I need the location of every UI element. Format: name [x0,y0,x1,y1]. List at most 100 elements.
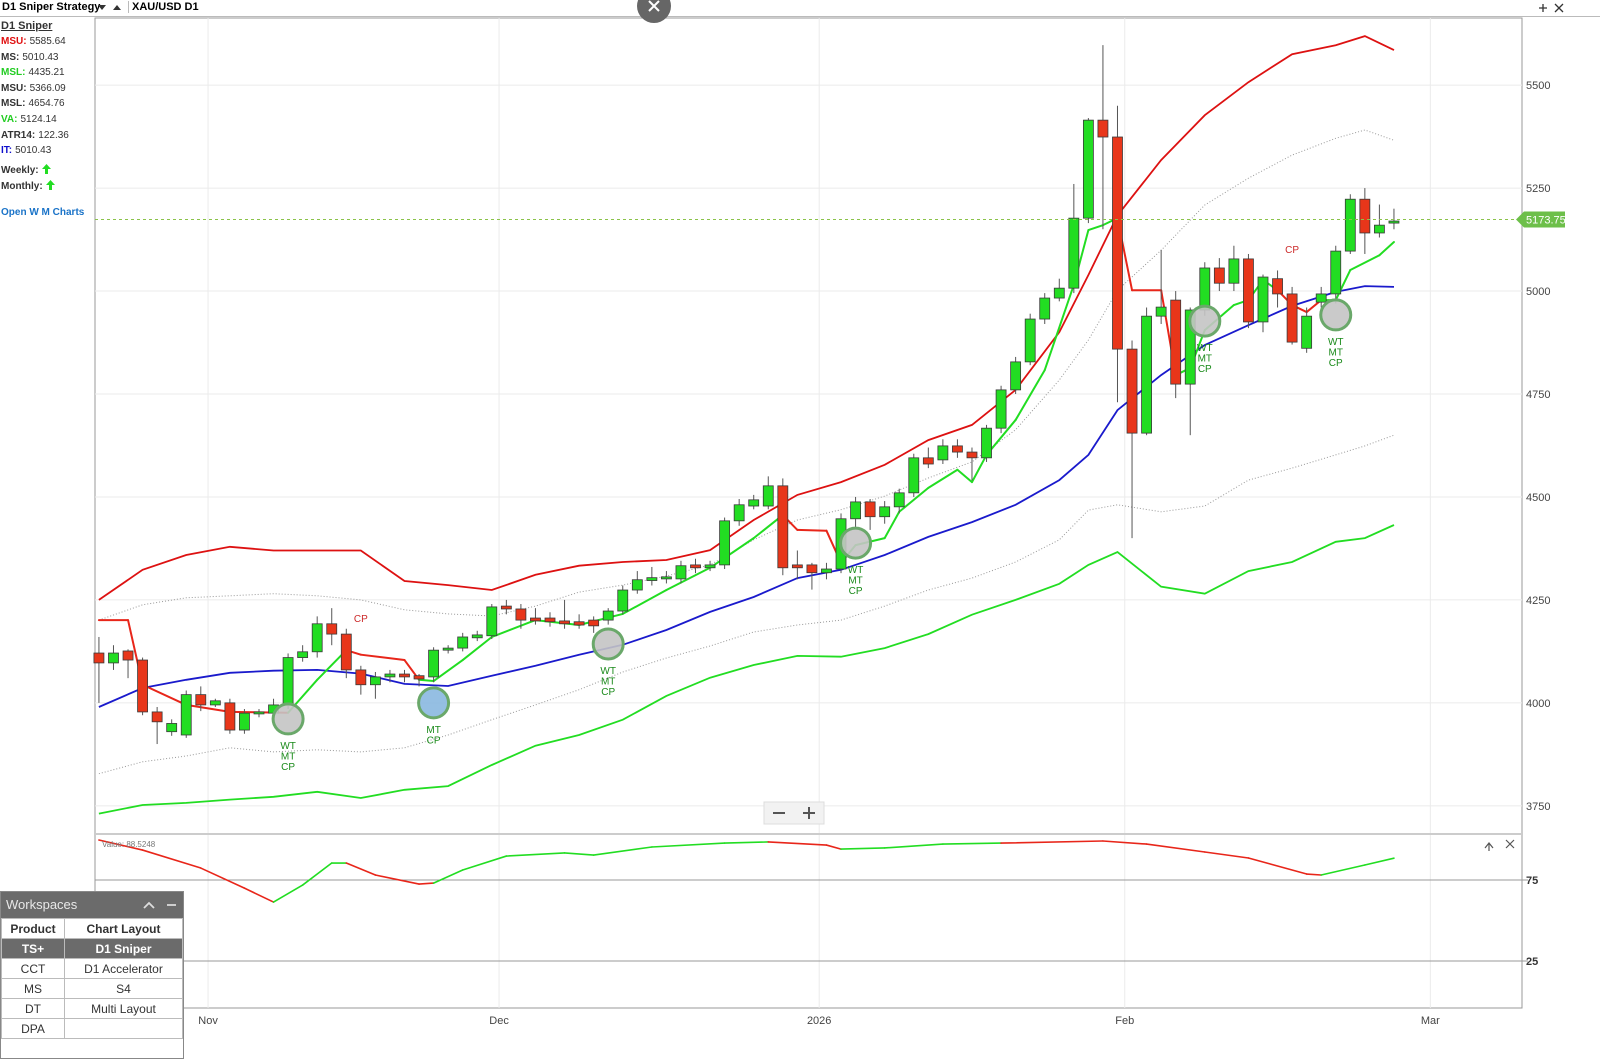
candle-body [355,669,367,686]
indicator-value: 5010.43 [22,51,59,63]
candle-body [922,457,934,465]
indicator-line-segment [883,510,901,540]
oscillator-segment [418,882,435,885]
candle-body [428,649,439,678]
candle-body [1228,258,1240,284]
indicator-value: 5366.09 [29,82,66,94]
indicator: MSU: 5585.64 [1,36,66,47]
y-tick-label: 5500 [1526,80,1550,92]
indicator-line-segment [1349,254,1381,272]
x-tick-label: Nov [198,1015,218,1027]
candle-body [1301,315,1313,349]
indicator-value: 5124.14 [20,114,57,125]
candle-body [369,676,381,686]
candle-body [442,647,454,651]
oscillator-segment [592,846,653,856]
candle-body [253,711,265,715]
y-tick-label: 5250 [1526,183,1550,195]
indicator-line [98,35,1395,601]
candle-body [311,623,323,653]
candle-body [1053,287,1065,299]
oscillator-segment [98,839,144,851]
candle-body [1213,267,1225,284]
oscillator-segment [883,843,944,849]
indicator-label: MSU: [1,36,27,47]
candle-body [326,623,338,635]
workspace-row[interactable]: DPA [1,1018,183,1039]
x-tick-label: Dec [489,1015,509,1027]
indicator: MS: 5010.43 [1,52,59,63]
dropdown-icons[interactable] [97,3,123,13]
candle-body [617,589,629,612]
candle-body [413,675,425,680]
cell: D1 Sniper [64,938,183,959]
candle-body [675,565,687,580]
close-button[interactable] [636,0,672,24]
cell: DPA [1,1018,65,1039]
candle-body [937,445,949,461]
workspace-row[interactable]: MS S4 [1,978,183,999]
candle-body [1039,297,1051,320]
y-tick-label: 75 [1526,875,1538,887]
workspace-row[interactable]: DT Multi Layout [1,998,183,1019]
annotation: CP [1285,245,1299,256]
y-tick-label: 4000 [1526,698,1550,710]
candle-body [544,617,556,623]
candle-body [1068,217,1080,289]
candle-body [893,492,905,508]
signal-label: MT [848,576,862,587]
oscillator-segment [840,847,886,850]
oscillator-segment [1320,864,1366,876]
indicator-label: IT: [1,145,13,157]
candle-body [471,634,483,639]
candle-body [1286,293,1298,343]
candle-body [646,577,658,581]
panel-icons[interactable] [141,899,179,911]
workspace-row[interactable]: TS+ D1 Sniper [1,938,183,959]
candle-body [704,564,716,569]
candle-body [1344,198,1356,252]
workspaces-panel: Workspaces Product Chart Layout TS+ D1 Snip… [0,891,184,1059]
candle-body [952,445,963,453]
signal-marker [1319,298,1353,332]
cell: Multi Layout [64,998,183,1019]
candle-body [1374,224,1385,234]
oscillator-segment [461,855,508,871]
signal-marker [1188,304,1222,338]
cell: DT [1,998,65,1019]
panel-header: Workspaces [1,892,183,918]
indicator-label: MSL: [1,67,26,79]
candle-body [1359,198,1371,234]
indicator-label: VA: [1,114,18,125]
candle-body [239,712,250,731]
signal-label: CP [849,586,863,597]
candle-body [1010,361,1022,391]
candle-body [995,389,1007,429]
indicator: VA: 5124.14 [1,114,57,125]
candle-body [559,620,570,625]
panel-icons[interactable] [1484,839,1515,851]
x-tick-label: Feb [1115,1015,1134,1027]
workspace-row[interactable]: CCT D1 Accelerator [1,958,183,979]
candle-body [806,564,818,574]
window-icons[interactable] [1536,2,1566,14]
candle-body [1330,250,1342,295]
indicator-value: 5010.43 [15,145,52,157]
price-tag-label: 5173.75 [1526,214,1566,226]
column-header: Product [1,918,65,939]
signal-label: WT [1197,343,1213,354]
strategy-name[interactable]: D1 Sniper Strategy [2,1,101,13]
indicator-line-segment [1334,269,1352,302]
candle-body [748,499,760,507]
oscillator-segment [723,841,770,844]
trend-label: Weekly: [1,165,39,176]
candle-body [1082,119,1094,219]
sidebar-title: D1 Sniper [1,20,53,32]
indicator-line [98,129,1395,621]
indicator-line-segment [185,703,231,713]
indicator-line-segment [432,659,464,683]
oscillator-segment [563,852,595,856]
indicator-line-segment [534,619,581,627]
link[interactable]: Open W M Charts [1,207,85,218]
signal-label: WT [848,565,864,576]
